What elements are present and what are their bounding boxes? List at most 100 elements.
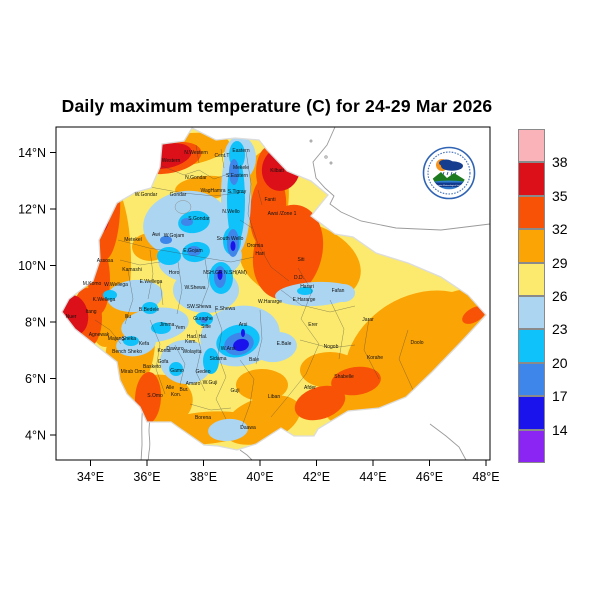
zone-label: Kefa <box>139 341 150 347</box>
zone-label: Kamashi <box>122 267 141 273</box>
zone-label: W.Guji <box>203 380 218 386</box>
zone-label: South Wello <box>217 236 244 242</box>
zone-label: NSH.GR N.SH(AM) <box>203 270 247 276</box>
red-sea-aden-coastline <box>312 127 490 231</box>
zone-label: Eastern <box>232 148 249 154</box>
x-axis-tick-label: 40°E <box>246 470 273 484</box>
zone-label: K.Wellega <box>93 297 116 303</box>
island-dot <box>309 139 313 143</box>
meteorological-institute-logo: Ethiopian Meteorological Institute <box>422 146 476 200</box>
zone-label: Amaro <box>186 381 201 387</box>
zone-label: E.Gojam <box>183 248 202 254</box>
zone-label: Gofa <box>158 359 169 365</box>
y-axis-tick-label: 8°N <box>25 316 46 330</box>
zone-label: M.Komo <box>83 281 102 287</box>
logo-arc-text <box>427 151 471 195</box>
zone-label: E.Hararge <box>293 297 316 303</box>
island-dot <box>329 161 333 165</box>
zone-label: Erer <box>308 322 318 328</box>
zone-label: N.Gondar <box>185 175 207 181</box>
y-axis-tick-label: 4°N <box>25 429 46 443</box>
zone-label: Hari <box>255 251 264 257</box>
zone-label: Jarar <box>362 317 374 323</box>
axis-ticks: 34°E 36°E 38°E 40°E 42°E 44°E 46°E 48°E 14°N 12°N… <box>18 146 500 484</box>
zone-label: Guji <box>231 388 240 394</box>
zone-label: Shabelle <box>334 374 354 380</box>
zone-label: N.Western <box>184 150 208 156</box>
x-axis-tick-label: 34°E <box>77 470 104 484</box>
zone-label: Liban <box>268 394 280 400</box>
zone-label: Assosa <box>97 258 114 264</box>
zone-label: Gondar <box>170 192 187 198</box>
zone-label: Majang <box>108 336 125 342</box>
zone-label: Hal. <box>199 334 208 340</box>
zone-label: Nogob <box>324 344 339 350</box>
zone-label: WagHamra <box>200 188 225 194</box>
zone-label: Had. <box>187 334 198 340</box>
zone-label: Arsi <box>239 322 248 328</box>
zone-label: S.Gondar <box>188 216 210 222</box>
zone-label: E.Wellega <box>140 279 163 285</box>
zone-label: Itang <box>85 309 96 315</box>
zone-label: Daawa <box>240 425 256 431</box>
zone-label: Doolo <box>410 340 423 346</box>
zone-label: Harari <box>300 284 314 290</box>
logo-banner <box>432 182 466 188</box>
x-axis-tick-label: 44°E <box>359 470 386 484</box>
zone-label: Horo <box>169 270 180 276</box>
y-axis-tick-label: 14°N <box>18 146 46 160</box>
zone-label: Yem <box>175 325 185 331</box>
chart-title: Daily maximum temperature (C) for 24-29 … <box>61 96 493 116</box>
zone-label: Jimma <box>160 322 175 328</box>
zone-label: Guraghe <box>193 316 213 322</box>
zone-label: Kon. <box>171 392 181 398</box>
y-axis-tick-label: 12°N <box>18 203 46 217</box>
zone-label: Bur. <box>180 387 189 393</box>
zone-label: Bench Sheko <box>112 349 142 355</box>
zone-label: Nuer <box>66 314 77 320</box>
somalia-indian-coastline <box>429 423 467 460</box>
zone-boundaries <box>94 144 414 430</box>
logo-banner-text: Ethiopian Meteorological Institute <box>434 184 464 187</box>
zone-label: Konta <box>157 348 170 354</box>
zone-label: Afder <box>304 385 316 391</box>
x-axis-tick-label: 46°E <box>416 470 443 484</box>
band-14-17 <box>217 241 249 352</box>
zone-label: Agnewak <box>89 332 110 338</box>
zone-label: Bale <box>249 357 259 363</box>
x-axis-tick-label: 36°E <box>133 470 160 484</box>
zone-label: Kilbati <box>270 168 284 174</box>
zone-label: Dawuro <box>166 346 183 352</box>
zone-label: S.Omo <box>147 393 163 399</box>
zone-label: Silte <box>201 324 211 330</box>
zone-label: Awsi /Zone 1 <box>268 211 297 217</box>
zone-label: Awi <box>152 232 160 238</box>
zone-label: Sidama <box>210 356 227 362</box>
zone-label: W.Arsi <box>221 346 235 352</box>
zone-label: Mekele <box>233 165 249 171</box>
zone-label: Metekel <box>124 237 142 243</box>
zone-label: Gedeo <box>195 369 210 375</box>
zone-label: Oromia <box>247 243 264 249</box>
zone-label: Alle <box>166 385 175 391</box>
zone-label: Illu <box>125 314 132 320</box>
zone-label: S.Eastern <box>226 173 248 179</box>
x-axis-tick-label: 48°E <box>472 470 499 484</box>
zone-label: Siti <box>298 257 305 263</box>
zone-label: W.Gojam <box>164 233 185 239</box>
zone-label: W.Hararge <box>258 299 282 305</box>
zone-label: W.Wellega <box>104 282 128 288</box>
zone-label: Korahe <box>367 355 383 361</box>
zone-label: Mirab Omo <box>121 369 146 375</box>
plot-frame <box>55 126 491 461</box>
y-axis-tick-label: 10°N <box>18 259 46 273</box>
lake-tana <box>174 200 192 214</box>
zone-label: Wolayita <box>182 349 201 355</box>
zone-label: Cent.T <box>214 153 229 159</box>
y-axis-tick-label: 6°N <box>25 372 46 386</box>
zone-label: Western <box>162 158 181 164</box>
zone-label: W.Gondar <box>135 192 158 198</box>
x-axis-tick-label: 42°E <box>303 470 330 484</box>
